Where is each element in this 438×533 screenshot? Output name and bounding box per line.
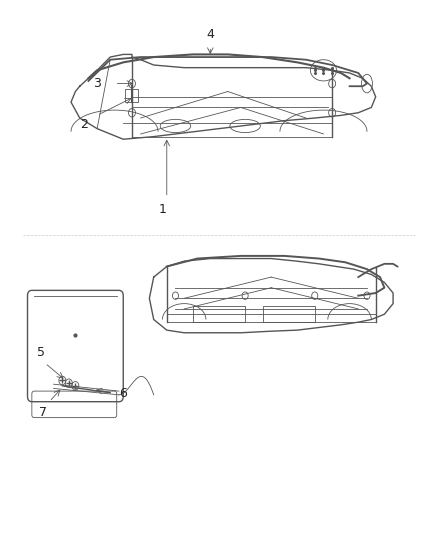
Text: 6: 6 — [119, 387, 127, 400]
Text: 1: 1 — [159, 203, 166, 216]
Text: 5: 5 — [36, 346, 45, 359]
Bar — [262, 306, 315, 322]
Text: 2: 2 — [80, 118, 88, 131]
Text: 4: 4 — [206, 28, 214, 41]
Bar — [193, 306, 245, 322]
Text: 7: 7 — [39, 407, 47, 419]
Text: 3: 3 — [93, 77, 101, 90]
Bar — [125, 89, 138, 102]
